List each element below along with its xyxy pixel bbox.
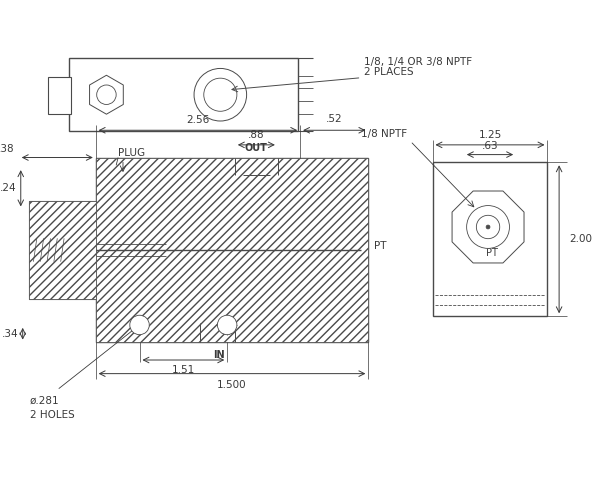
Text: .63: .63 (482, 140, 499, 150)
Text: PLUG: PLUG (118, 148, 145, 158)
Text: .88: .88 (248, 130, 265, 140)
Text: IN: IN (214, 350, 225, 360)
Bar (29, 202, 96, 298)
Text: 2.56: 2.56 (187, 116, 209, 126)
Circle shape (486, 225, 490, 229)
Text: .52: .52 (326, 114, 343, 124)
Bar (178, 221, 247, 279)
Text: 1/8, 1/4 OR 3/8 NPTF: 1/8, 1/4 OR 3/8 NPTF (364, 57, 473, 67)
Text: OUT: OUT (245, 142, 268, 152)
Text: .38: .38 (0, 144, 15, 154)
Polygon shape (89, 76, 123, 114)
Circle shape (467, 206, 509, 248)
Text: PT: PT (374, 242, 386, 252)
Text: PT: PT (486, 248, 498, 258)
Bar (433, 162, 547, 316)
Circle shape (476, 216, 500, 238)
Bar (96, 158, 368, 342)
Circle shape (217, 315, 237, 334)
Text: 1/8 NPTF: 1/8 NPTF (361, 129, 407, 139)
Text: 1.500: 1.500 (217, 380, 247, 390)
Bar (48, 76, 71, 114)
Bar (29, 202, 96, 298)
Bar (96, 158, 368, 342)
Text: 2 PLACES: 2 PLACES (364, 66, 414, 76)
Bar (70, 58, 298, 131)
Text: 1.51: 1.51 (172, 365, 195, 375)
Text: .24: .24 (0, 184, 17, 194)
Text: 2.00: 2.00 (569, 234, 592, 244)
Text: 2 HOLES: 2 HOLES (29, 410, 74, 420)
Text: ø.281: ø.281 (29, 396, 59, 406)
Text: 1.25: 1.25 (478, 130, 502, 140)
Polygon shape (452, 191, 524, 263)
Circle shape (194, 68, 247, 121)
Circle shape (204, 78, 237, 112)
Text: .34: .34 (2, 328, 19, 338)
Circle shape (130, 315, 149, 334)
Circle shape (97, 85, 116, 104)
Bar (276, 234, 329, 266)
Bar (120, 194, 344, 312)
